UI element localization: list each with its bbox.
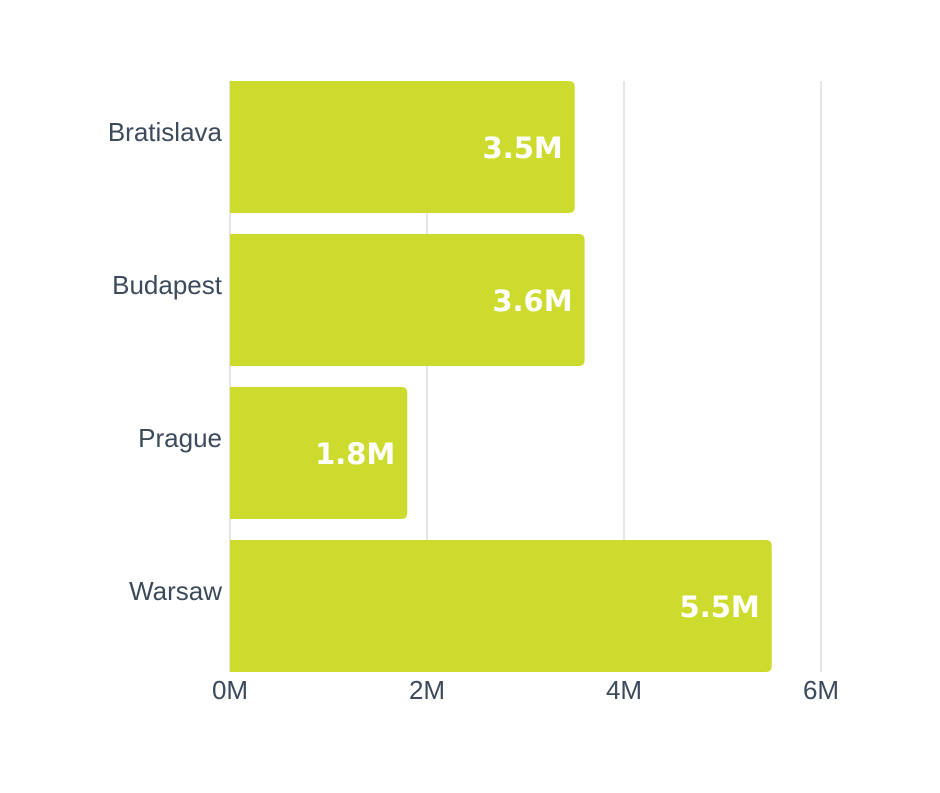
axis-layer: 0M 2M 4M 6M Bratislava Budapest Prague Warsaw (108, 117, 839, 705)
bar-prague[interactable] (230, 387, 408, 519)
bar-layer (230, 81, 772, 672)
bar-warsaw[interactable] (230, 540, 772, 672)
data-label-bratislava: 3.5M (483, 131, 563, 165)
category-label-warsaw: Warsaw (129, 576, 222, 606)
category-label-prague: Prague (138, 423, 222, 453)
data-label-budapest: 3.6M (492, 284, 572, 318)
category-label-bratislava: Bratislava (108, 117, 223, 147)
x-tick-label: 6M (803, 675, 839, 705)
x-tick-label: 2M (409, 675, 445, 705)
data-label-prague: 1.8M (315, 437, 395, 471)
x-tick-label: 4M (606, 675, 642, 705)
x-tick-label: 0M (212, 675, 248, 705)
data-label-warsaw: 5.5M (680, 590, 760, 624)
category-label-budapest: Budapest (112, 270, 223, 300)
bar-bratislava[interactable] (230, 81, 575, 213)
label-layer: 3.5M 3.6M 1.8M 5.5M (315, 131, 760, 624)
bar-budapest[interactable] (230, 234, 585, 366)
